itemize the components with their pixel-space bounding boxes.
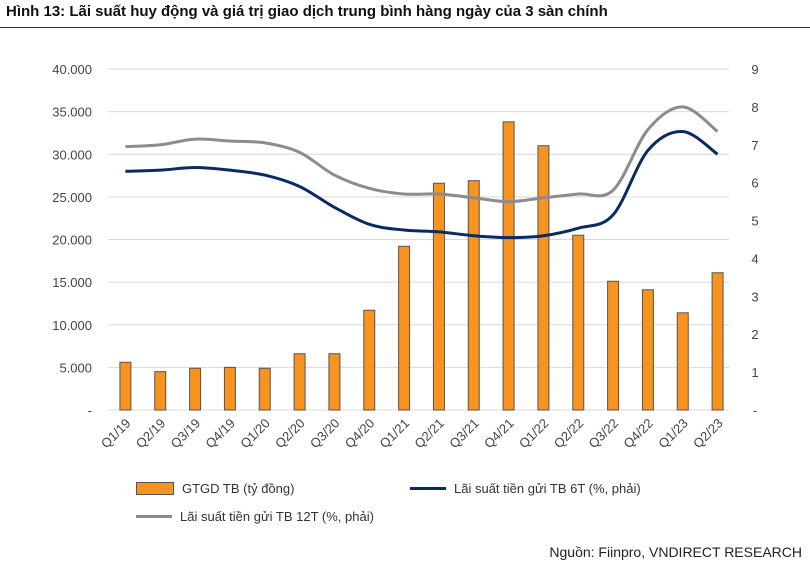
x-tick-label: Q2/20 <box>272 416 308 452</box>
x-tick-label: Q1/23 <box>655 416 691 452</box>
right-tick-label: 7 <box>751 138 758 153</box>
bar <box>537 145 550 411</box>
right-tick-label: 5 <box>751 214 758 229</box>
x-tick-label: Q2/22 <box>551 416 587 452</box>
x-tick-label: Q1/19 <box>98 416 134 452</box>
bar <box>432 182 445 411</box>
line-series-6t <box>125 130 719 240</box>
right-tick-label: 8 <box>751 100 758 115</box>
left-tick-label: 25.000 <box>52 190 92 205</box>
bar <box>467 180 480 411</box>
bar <box>258 367 271 411</box>
right-tick-label: 2 <box>751 327 758 342</box>
x-tick-label: Q2/19 <box>133 416 169 452</box>
source-note: Nguồn: Fiinpro, VNDIRECT RESEARCH <box>549 544 802 560</box>
x-tick-label: Q2/23 <box>690 416 726 452</box>
x-tick-label: Q3/21 <box>446 416 482 452</box>
bar <box>502 121 515 411</box>
bar <box>676 312 689 411</box>
x-tick-label: Q3/20 <box>307 416 343 452</box>
legend-label: Lãi suất tiền gửi TB 6T (%, phải) <box>454 481 641 496</box>
right-tick-label: 1 <box>751 365 758 380</box>
x-tick-label: Q1/20 <box>237 416 273 452</box>
legend-label: Lãi suất tiền gửi TB 12T (%, phải) <box>180 509 374 524</box>
x-tick-label: Q4/19 <box>202 416 238 452</box>
left-tick-label: 30.000 <box>52 147 92 162</box>
left-tick-label: 35.000 <box>52 105 92 120</box>
bar <box>328 353 341 411</box>
bar <box>223 366 236 411</box>
bar <box>572 234 585 411</box>
bar <box>363 309 376 411</box>
left-tick-label: 15.000 <box>52 275 92 290</box>
figure-title: Hình 13: Lãi suất huy động và giá trị gi… <box>6 3 608 20</box>
right-tick-label: 3 <box>751 289 758 304</box>
line-series-12t <box>125 105 719 204</box>
legend-swatch-12t <box>136 515 172 518</box>
x-tick-label: Q1/22 <box>516 416 552 452</box>
bar <box>641 289 654 411</box>
bar <box>398 245 411 411</box>
x-tick-label: Q1/21 <box>377 416 413 452</box>
x-tick-label: Q2/21 <box>411 416 447 452</box>
bar <box>154 371 167 411</box>
left-tick-label: - <box>88 403 92 418</box>
right-tick-label: 4 <box>751 251 758 266</box>
legend-swatch-6t <box>410 487 446 490</box>
right-tick-label: - <box>753 403 757 418</box>
legend-item-bar: GTGD TB (tỷ đồng) <box>136 481 294 496</box>
bar <box>189 367 202 411</box>
title-divider <box>0 27 810 28</box>
left-tick-label: 20.000 <box>52 233 92 248</box>
bar <box>119 361 132 411</box>
x-tick-label: Q4/22 <box>620 416 656 452</box>
left-tick-label: 10.000 <box>52 318 92 333</box>
left-tick-label: 40.000 <box>52 62 92 77</box>
x-tick-label: Q4/20 <box>342 416 378 452</box>
bar <box>711 272 724 411</box>
chart: - 5.000 10.000 15.000 20.000 25.000 30.000 35.0… <box>52 62 758 452</box>
x-tick-label: Q3/19 <box>168 416 204 452</box>
right-tick-label: 6 <box>751 176 758 191</box>
legend-item-6t: Lãi suất tiền gửi TB 6T (%, phải) <box>410 481 641 496</box>
legend-item-12t: Lãi suất tiền gửi TB 12T (%, phải) <box>136 509 374 524</box>
x-tick-label: Q4/21 <box>481 416 517 452</box>
bar <box>293 353 306 411</box>
x-tick-label: Q3/22 <box>586 416 622 452</box>
legend-swatch-bar <box>136 482 174 495</box>
legend-label: GTGD TB (tỷ đồng) <box>182 481 295 496</box>
right-tick-label: 9 <box>751 62 758 77</box>
bar <box>607 280 620 411</box>
left-tick-label: 5.000 <box>59 360 92 375</box>
